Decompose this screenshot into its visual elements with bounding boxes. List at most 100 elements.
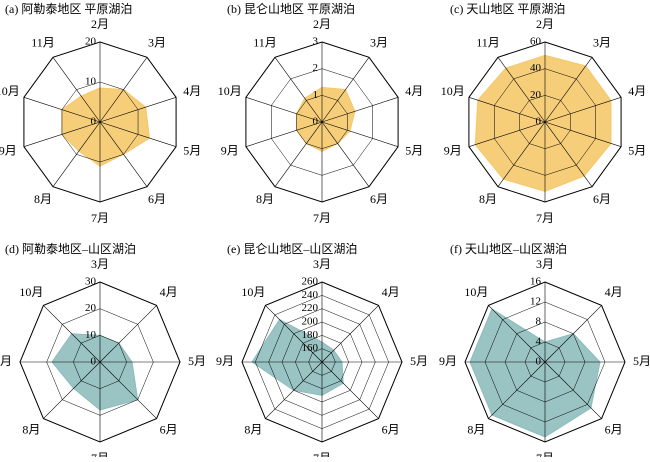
category-label: 4月 (183, 84, 201, 98)
chart-title: (c) 天山地区 平原湖泊 (450, 1, 565, 16)
r-tick-label: 0 (536, 356, 542, 368)
category-label: 3月 (148, 35, 166, 49)
spoke (544, 121, 622, 148)
r-tick-label: 0 (536, 116, 542, 128)
spoke (544, 96, 622, 123)
chart-title: (a) 阿勒泰地区 平原湖泊 (5, 1, 132, 16)
spoke (321, 121, 399, 148)
r-tick-label: 20 (530, 89, 542, 101)
category-label: 8月 (479, 192, 497, 206)
category-label: 9月 (0, 354, 12, 368)
category-label: 10月 (218, 84, 242, 98)
category-label: 8月 (256, 192, 274, 206)
category-label: 5月 (628, 144, 646, 158)
r-tick-label: 10 (85, 329, 97, 341)
category-label: 3月 (313, 257, 331, 271)
category-label: 7月 (91, 211, 109, 225)
category-label: 5月 (633, 354, 650, 368)
category-label: 11月 (253, 35, 277, 49)
r-tick-label: 8 (536, 316, 542, 328)
r-tick-label: 16 (530, 276, 542, 288)
category-label: 6月 (593, 192, 611, 206)
spoke (99, 121, 177, 148)
category-label: 9月 (439, 354, 457, 368)
category-label: 5月 (410, 354, 428, 368)
category-label: 3月 (593, 35, 611, 49)
category-label: 4月 (405, 84, 423, 98)
spoke (488, 305, 546, 363)
spoke (99, 57, 148, 123)
spoke (321, 121, 370, 187)
r-tick-label: 20 (85, 36, 97, 48)
spoke (265, 305, 323, 363)
r-tick-label: 60 (530, 36, 542, 48)
r-tick-label: 200 (302, 316, 319, 328)
spoke (274, 121, 323, 187)
spoke (544, 305, 602, 363)
spoke (544, 121, 593, 187)
spoke (23, 121, 101, 148)
category-label: 9月 (221, 144, 239, 158)
r-tick-label: 0 (313, 116, 319, 128)
r-tick-label: 260 (302, 276, 319, 288)
r-tick-label: 3 (313, 36, 319, 48)
spoke (488, 361, 546, 419)
category-label: 6月 (605, 422, 623, 436)
chart-title: (d) 阿勒泰地区–山区湖泊 (5, 241, 136, 256)
category-label: 3月 (91, 257, 109, 271)
category-label: 9月 (444, 144, 462, 158)
spoke (497, 57, 546, 123)
category-label: 7月 (313, 451, 331, 457)
category-label: 8月 (22, 422, 40, 436)
category-label: 8月 (34, 192, 52, 206)
spoke (99, 305, 157, 363)
category-label: 11月 (31, 35, 55, 49)
r-tick-label: 240 (302, 289, 319, 301)
category-label: 7月 (536, 211, 554, 225)
radar-area (474, 54, 612, 192)
r-tick-label: 20 (85, 302, 97, 314)
category-label: 3月 (370, 35, 388, 49)
chart-title: (f) 天山地区–山区湖泊 (450, 241, 567, 256)
category-label: 10月 (19, 285, 43, 299)
category-label: 8月 (467, 422, 485, 436)
spoke (544, 361, 602, 419)
category-label: 7月 (536, 451, 554, 457)
spoke (321, 361, 379, 419)
spoke (544, 57, 593, 123)
category-label: 8月 (244, 422, 262, 436)
spoke (468, 121, 546, 148)
r-tick-label: 40 (530, 62, 542, 74)
spoke (321, 57, 370, 123)
category-label: 2月 (313, 17, 331, 31)
category-label: 9月 (0, 144, 17, 158)
r-tick-label: 30 (85, 276, 97, 288)
spoke (43, 305, 101, 363)
spoke (274, 57, 323, 123)
category-label: 4月 (628, 84, 646, 98)
r-tick-label: 2 (313, 62, 319, 74)
category-label: 7月 (313, 211, 331, 225)
category-label: 10月 (441, 84, 465, 98)
r-tick-label: 0 (91, 116, 97, 128)
r-tick-label: 1 (313, 89, 319, 101)
category-label: 6月 (382, 422, 400, 436)
r-tick-label: 180 (302, 329, 319, 341)
r-tick-label: 10 (85, 76, 97, 88)
category-label: 10月 (464, 285, 488, 299)
category-label: 6月 (160, 422, 178, 436)
category-label: 2月 (91, 17, 109, 31)
spoke (52, 121, 101, 187)
category-label: 6月 (148, 192, 166, 206)
spoke (43, 361, 101, 419)
category-label: 5月 (183, 144, 201, 158)
radar-area (61, 87, 150, 167)
spoke (23, 96, 101, 123)
r-tick-label: 0 (91, 356, 97, 368)
radar-area (296, 86, 356, 152)
r-tick-label: 12 (530, 296, 541, 308)
category-label: 10月 (241, 285, 265, 299)
spoke (468, 96, 546, 123)
spoke (265, 361, 323, 419)
